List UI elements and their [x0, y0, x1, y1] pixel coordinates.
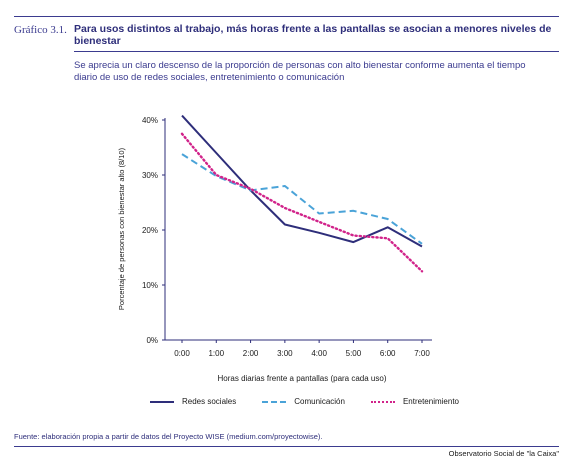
legend-label-comunicacion: Comunicación — [294, 397, 345, 406]
line-chart: 0% 10% 20% 30% 40% 0:00 1:00 2:00 3:00 4:00 5:00 6… — [117, 114, 432, 383]
title-rule — [74, 51, 559, 52]
top-rule — [14, 16, 559, 17]
x-axis-label: Horas diarias frente a pantallas (para c… — [218, 374, 387, 383]
chart-subtitle: Se aprecia un claro descenso de la propo… — [74, 60, 526, 83]
legend-label-entretenimiento: Entretenimiento — [402, 397, 459, 406]
x-tick-label: 1:00 — [208, 349, 224, 358]
x-tick-label: 5:00 — [346, 349, 362, 358]
legend-swatch-entretenimiento — [370, 400, 395, 403]
publisher-credit: Observatorio Social de "la Caixa" — [448, 449, 559, 458]
figure-number: Gráfico 3.1. — [14, 24, 67, 36]
y-axis-label: Porcentaje de personas con bienestar alt… — [117, 147, 126, 310]
y-axis: 0% 10% 20% 30% 40% — [142, 116, 166, 345]
x-tick-label: 6:00 — [380, 349, 396, 358]
source-note: Fuente: elaboración propia a partir de d… — [14, 432, 323, 441]
x-tick-label: 3:00 — [277, 349, 293, 358]
legend-swatch-redes-sociales — [150, 400, 174, 403]
x-axis: 0:00 1:00 2:00 3:00 4:00 5:00 6:00 7:00 — [165, 339, 432, 358]
series-line-entretenimiento — [180, 132, 424, 273]
x-tick-label: 2:00 — [243, 349, 259, 358]
series-line-comunicacion — [181, 153, 423, 245]
legend-item-entretenimiento: Entretenimiento — [370, 397, 459, 406]
chart-title: Para usos distintos al trabajo, más hora… — [74, 23, 552, 47]
x-tick-label: 7:00 — [414, 349, 430, 358]
x-tick-label: 0:00 — [174, 349, 190, 358]
y-tick-label: 40% — [142, 116, 158, 125]
legend-label-redes-sociales: Redes sociales — [182, 397, 237, 406]
x-tick-label: 4:00 — [311, 349, 327, 358]
y-tick-label: 20% — [142, 226, 158, 235]
series-group — [180, 114, 424, 273]
legend-swatch-comunicacion — [262, 400, 287, 403]
series-line-redes-sociales — [181, 114, 423, 248]
y-tick-label: 30% — [142, 171, 158, 180]
y-tick-label: 0% — [146, 336, 158, 345]
bottom-rule — [14, 446, 559, 447]
legend-item-comunicacion: Comunicación — [262, 397, 345, 406]
legend-item-redes-sociales: Redes sociales — [150, 397, 236, 406]
legend: Redes sociales Comunicación Entretenimie… — [150, 397, 459, 406]
y-tick-label: 10% — [142, 281, 158, 290]
